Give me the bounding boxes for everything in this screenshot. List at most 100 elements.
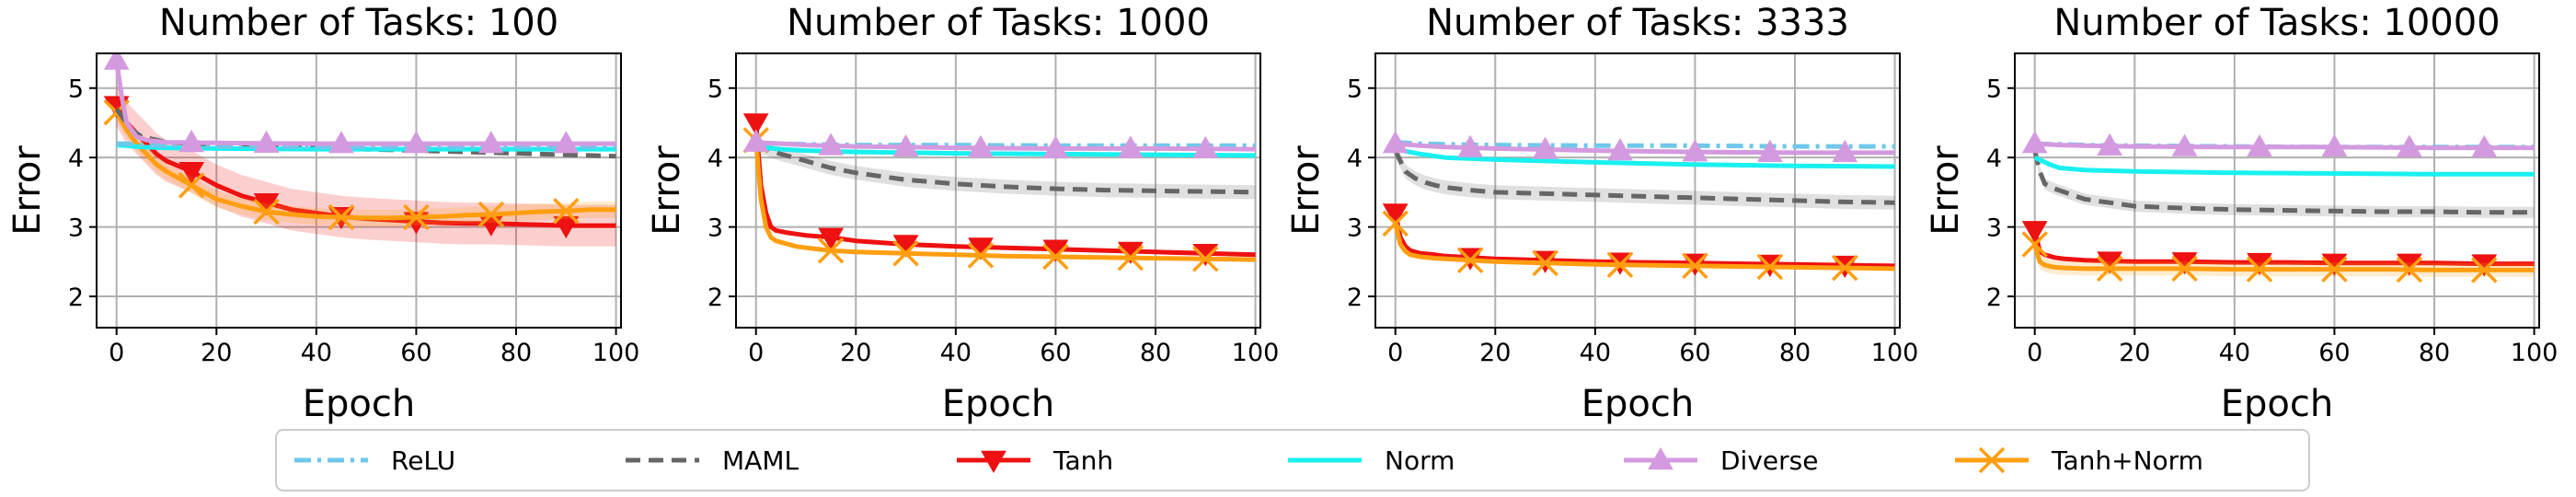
series-maml-line	[1393, 149, 1895, 205]
series-diverse-marker	[553, 131, 580, 154]
x-tick-label: 100	[1232, 339, 1280, 367]
y-tick-label: 3	[1986, 214, 2002, 243]
series-tanh-norm-marker	[477, 201, 505, 228]
series-diverse-marker	[1382, 131, 1409, 154]
series-diverse-marker	[403, 131, 430, 154]
x-tick-label: 20	[1479, 339, 1511, 367]
series-tanh-norm-line	[114, 110, 616, 221]
x-tick-label: 80	[1140, 339, 1171, 367]
series-tanh-norm-marker	[2096, 255, 2123, 283]
x-tick-label: 0	[2027, 339, 2042, 367]
series-maml-line	[754, 141, 1256, 195]
series-tanh-norm-marker	[178, 172, 205, 199]
legend-entry-tanh: Tanh	[957, 445, 1113, 476]
y-tick-label: 3	[707, 214, 723, 243]
y-tick-label: 4	[1347, 144, 1363, 173]
series-tanh-norm-marker	[328, 203, 355, 231]
series-diverse-marker	[1042, 135, 1069, 158]
y-tick-label: 2	[68, 283, 84, 312]
series-diverse-marker	[1756, 139, 1783, 162]
x-axis-label: Epoch	[2221, 383, 2333, 425]
x-tick-label: 0	[1387, 339, 1403, 367]
y-tick-label: 3	[1347, 214, 1363, 243]
y-tick-label: 5	[68, 75, 84, 104]
x-tick-label: 80	[500, 339, 532, 367]
series-tanh-norm-marker	[1456, 247, 1484, 274]
series-tanh-norm-marker	[967, 242, 995, 269]
x-tick-label: 20	[840, 339, 871, 367]
series-norm-line	[1395, 146, 1895, 169]
series-tanh-marker	[178, 162, 205, 185]
series-tanh-norm-marker	[253, 198, 280, 225]
series-diverse-marker	[1117, 135, 1144, 158]
legend-label: Diverse	[1720, 445, 1818, 476]
series-tanh-norm-marker	[1682, 252, 1708, 280]
panel-4: Number of Tasks: 10000 0 20 40 60 80 100 2 3 4 5 Ep…	[1925, 2, 2558, 425]
x-tick-label: 40	[940, 339, 972, 367]
series-tanh-norm-marker	[2321, 256, 2348, 283]
y-axis-label: Error	[646, 145, 688, 236]
series-tanh-marker	[742, 113, 769, 136]
series-tanh-norm-marker	[1832, 254, 1858, 282]
series-tanh-norm-marker	[1117, 244, 1144, 272]
series-diverse-marker	[968, 134, 994, 158]
series-tanh-norm-marker	[1532, 249, 1558, 277]
series-diverse-marker	[328, 131, 354, 154]
x-tick-label: 0	[109, 339, 124, 367]
series-tanh-norm-marker	[2171, 255, 2198, 283]
series-tanh-norm-marker	[892, 240, 919, 267]
series-diverse-marker	[2471, 134, 2498, 157]
series-tanh-norm-marker	[1042, 243, 1069, 271]
series-diverse-marker	[1532, 136, 1558, 159]
series-maml-line	[2032, 150, 2535, 215]
y-tick-label: 5	[1986, 75, 2002, 104]
series-tanh-norm-marker	[2246, 256, 2273, 283]
series-tanh-marker	[553, 215, 580, 239]
x-tick-label: 40	[301, 339, 332, 367]
series-tanh-norm-marker	[1382, 210, 1409, 237]
series-tanh-norm-marker	[1192, 246, 1219, 272]
series-tanh-marker	[1382, 203, 1409, 226]
x-axis-label: Epoch	[942, 383, 1054, 425]
panel-3: Number of Tasks: 3333 0 20 40 60 80 100 2 3 4 5 Epo…	[1285, 2, 1918, 425]
x-axis-label: Epoch	[1581, 383, 1694, 425]
series-tanh-norm-line	[1393, 223, 1895, 272]
x-tick-label: 80	[1779, 339, 1811, 367]
legend-entry-maml: MAML	[626, 445, 799, 476]
legend-entry-norm: Norm	[1288, 445, 1455, 476]
y-axis-label: Error	[1925, 145, 1967, 236]
y-tick-label: 4	[707, 144, 723, 173]
series-tanh-norm-marker	[1606, 251, 1634, 278]
series-diverse-marker	[742, 129, 769, 152]
series-diverse-marker	[103, 53, 130, 70]
series-group	[2021, 131, 2535, 283]
series-tanh-norm-marker	[817, 237, 845, 264]
x-axis-label: Epoch	[303, 383, 415, 425]
series-tanh-norm-marker	[1756, 253, 1784, 281]
series-diverse-marker	[2247, 133, 2272, 157]
series-diverse-line	[114, 60, 616, 146]
x-tick-label: 40	[2219, 339, 2250, 367]
x-tick-label: 80	[2419, 339, 2450, 367]
y-axis-label: Error	[1285, 145, 1328, 236]
series-tanh-norm-marker	[2471, 257, 2498, 283]
series-norm-line	[2033, 155, 2535, 177]
legend-entry-relu: ReLU	[294, 445, 455, 476]
series-tanh-marker	[818, 227, 845, 250]
x-tick-label: 60	[400, 339, 431, 367]
x-tick-label: 20	[201, 339, 232, 367]
panel-title: Number of Tasks: 100	[159, 2, 558, 44]
x-tick-label: 100	[1871, 339, 1919, 367]
series-diverse-marker	[2396, 134, 2422, 157]
y-tick-label: 5	[707, 75, 723, 104]
legend-marker	[981, 450, 1006, 474]
plot-frame	[735, 52, 1261, 329]
legend-marker	[1978, 446, 2006, 474]
panel-title: Number of Tasks: 1000	[787, 2, 1210, 44]
plot-frame	[1374, 52, 1901, 329]
x-tick-label: 60	[1040, 339, 1071, 367]
legend-label: MAML	[722, 445, 799, 476]
y-tick-label: 4	[1986, 144, 2002, 173]
legend-marker	[1648, 446, 1673, 470]
